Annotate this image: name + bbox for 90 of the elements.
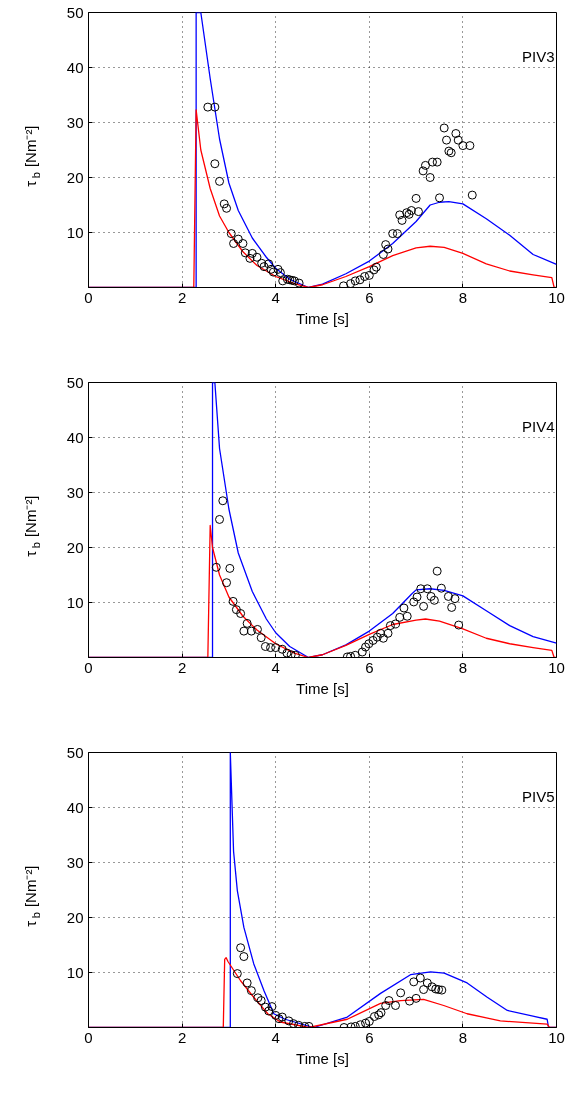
point bbox=[385, 621, 395, 631]
y-tick-label: 20 bbox=[66, 908, 84, 926]
point bbox=[282, 648, 292, 658]
annotation: PIV3 bbox=[521, 48, 555, 65]
point bbox=[391, 619, 401, 629]
point bbox=[399, 603, 409, 613]
point bbox=[429, 595, 439, 605]
point bbox=[383, 628, 393, 638]
point bbox=[426, 591, 436, 601]
point bbox=[402, 611, 412, 621]
point bbox=[432, 566, 442, 576]
point bbox=[346, 651, 356, 658]
y-tick-label: 30 bbox=[66, 853, 84, 871]
y-tick-label: 40 bbox=[66, 58, 84, 76]
point bbox=[211, 562, 221, 572]
y-tick-label: 30 bbox=[66, 483, 84, 501]
point bbox=[409, 597, 419, 607]
point bbox=[416, 584, 426, 594]
x-tick-label: 10 bbox=[548, 288, 565, 306]
y-tick-label: 50 bbox=[66, 3, 84, 21]
point bbox=[239, 626, 249, 636]
y-tick-label: 40 bbox=[66, 798, 84, 816]
x-tick-label: 6 bbox=[365, 288, 374, 306]
point bbox=[412, 592, 422, 602]
x-tick-label: 4 bbox=[271, 288, 280, 306]
point bbox=[215, 514, 225, 524]
x-tick-label: 0 bbox=[84, 288, 93, 306]
y-tick-label: 50 bbox=[66, 373, 84, 391]
y-tick-label: 10 bbox=[66, 223, 84, 241]
y-axis-title: τb [Nm⁻²] bbox=[22, 865, 42, 927]
x-tick-label: 6 bbox=[365, 658, 374, 676]
point bbox=[218, 496, 228, 506]
x-tick-label: 10 bbox=[548, 1028, 565, 1046]
point bbox=[252, 624, 262, 634]
point bbox=[450, 594, 460, 604]
point bbox=[422, 584, 432, 594]
point bbox=[350, 650, 360, 658]
point bbox=[246, 626, 256, 636]
point bbox=[225, 563, 235, 573]
x-tick-label: 0 bbox=[84, 1028, 93, 1046]
point bbox=[454, 620, 464, 630]
annotation: PIV5 bbox=[521, 788, 555, 805]
y-tick-label: 40 bbox=[66, 428, 84, 446]
y-tick-label: 10 bbox=[66, 963, 84, 981]
point bbox=[376, 628, 386, 638]
point bbox=[266, 643, 276, 653]
point bbox=[228, 596, 238, 606]
line-series bbox=[88, 12, 557, 288]
x-tick-label: 2 bbox=[177, 1028, 187, 1046]
point bbox=[443, 591, 453, 601]
point bbox=[290, 650, 300, 658]
x-axis-title: Time [s] bbox=[296, 1049, 349, 1067]
x-tick-label: 2 bbox=[177, 288, 187, 306]
point bbox=[256, 633, 266, 643]
y-tick-label: 20 bbox=[66, 538, 84, 556]
point bbox=[395, 612, 405, 622]
y-axis-title: τb [Nm⁻²] bbox=[22, 125, 42, 187]
y-tick-label: 10 bbox=[66, 593, 84, 611]
point bbox=[357, 647, 367, 657]
point bbox=[436, 583, 446, 593]
point bbox=[447, 602, 457, 612]
y-axis-title: τb [Nm⁻²] bbox=[22, 495, 42, 557]
x-tick-label: 6 bbox=[365, 1028, 374, 1046]
x-tick-label: 0 bbox=[84, 658, 93, 676]
x-tick-label: 8 bbox=[458, 658, 468, 676]
point bbox=[236, 609, 246, 618]
y-tick-label: 30 bbox=[66, 113, 84, 131]
point bbox=[419, 601, 429, 611]
annotation: PIV4 bbox=[521, 418, 555, 435]
x-tick-label: 10 bbox=[548, 658, 565, 676]
point bbox=[277, 644, 287, 654]
point bbox=[378, 633, 388, 643]
point bbox=[372, 632, 382, 642]
line-series bbox=[88, 382, 557, 658]
x-axis-title: Time [s] bbox=[296, 309, 349, 327]
x-tick-label: 4 bbox=[271, 658, 280, 676]
x-tick-label: 8 bbox=[458, 1028, 468, 1046]
point bbox=[368, 635, 378, 645]
x-axis-title: Time [s] bbox=[296, 679, 349, 697]
point bbox=[231, 605, 241, 615]
point bbox=[260, 642, 270, 651]
y-tick-label: 20 bbox=[66, 168, 84, 186]
x-tick-label: 8 bbox=[458, 288, 468, 306]
y-tick-label: 50 bbox=[66, 743, 84, 761]
x-tick-label: 4 bbox=[271, 1028, 280, 1046]
point bbox=[222, 578, 232, 588]
point bbox=[271, 643, 281, 653]
point bbox=[242, 618, 252, 628]
x-tick-label: 2 bbox=[177, 658, 187, 676]
point bbox=[286, 650, 296, 658]
